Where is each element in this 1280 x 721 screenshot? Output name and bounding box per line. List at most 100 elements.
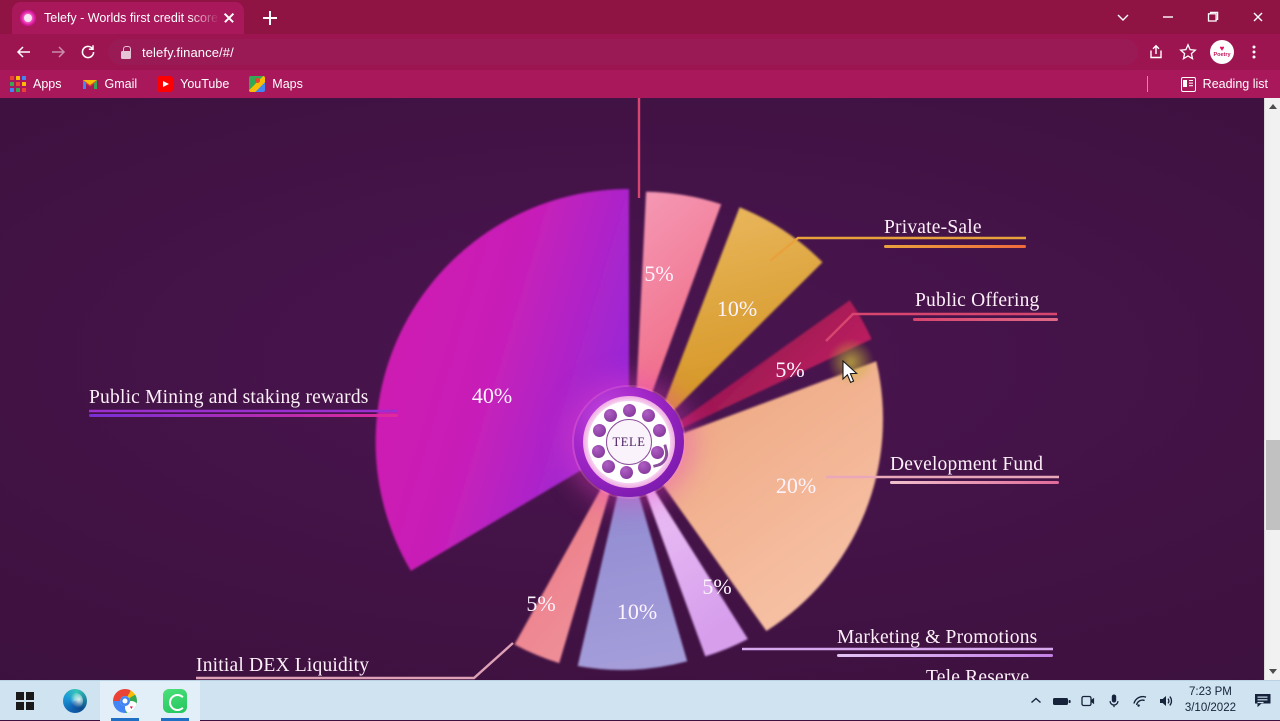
chrome-taskbar-icon[interactable]: ♥	[100, 681, 150, 721]
lock-icon	[120, 45, 132, 59]
slice-development-fund[interactable]	[638, 361, 884, 631]
youtube-icon	[157, 76, 174, 92]
slice-initial-dex-liquidity[interactable]	[514, 451, 623, 664]
slice-marketing-promotions[interactable]	[631, 453, 748, 657]
slice-private-sale[interactable]	[654, 207, 823, 430]
logo-center-disc: TELE	[606, 419, 652, 465]
underline-public-offering	[913, 318, 1058, 321]
scroll-up-arrow-icon[interactable]	[1265, 98, 1280, 115]
slice-value-development-fund: 20%	[776, 473, 816, 498]
taskbar-clock[interactable]: 7:23 PM 3/10/2022	[1179, 685, 1246, 716]
slice-public-mining[interactable]	[375, 188, 629, 571]
green-app-taskbar-icon[interactable]	[150, 681, 200, 721]
slice-value-public-offering: 5%	[775, 357, 804, 382]
new-tab-button[interactable]	[258, 6, 282, 30]
chevron-down-icon[interactable]	[1100, 0, 1145, 34]
callout-label-initial-dex: Initial DEX Liquidity	[196, 655, 370, 676]
bookmark-label: Maps	[272, 77, 303, 91]
browser-tab[interactable]: Telefy - Worlds first credit score c	[12, 2, 244, 34]
callout-leader-lines	[89, 98, 1059, 680]
logo-dial-face: TELE	[588, 401, 672, 483]
reading-list-button[interactable]: Reading list	[1180, 70, 1268, 98]
underline-marketing	[837, 654, 1053, 657]
back-button[interactable]	[10, 38, 38, 66]
bookmark-apps[interactable]: Apps	[0, 70, 72, 98]
wifi-icon[interactable]	[1127, 681, 1153, 721]
close-window-button[interactable]	[1235, 0, 1280, 34]
dial-hole	[593, 424, 606, 437]
slice-team-advisors[interactable]	[634, 191, 722, 442]
tab-title: Telefy - Worlds first credit score c	[44, 11, 220, 25]
browser-toolbar: telefy.finance/#/ ♥ Poetry	[0, 34, 1280, 70]
dial-hole	[652, 424, 666, 437]
dial-hole	[620, 466, 633, 479]
heart-icon: ♥	[1219, 44, 1225, 54]
page-scrollbar[interactable]	[1264, 98, 1280, 680]
green-app-icon	[163, 689, 187, 713]
windows-taskbar: ♥	[0, 680, 1280, 721]
clock-date: 3/10/2022	[1184, 702, 1236, 714]
bookmark-maps[interactable]: Maps	[239, 70, 313, 98]
reading-list-icon	[1180, 76, 1196, 92]
minimize-button[interactable]	[1145, 0, 1190, 34]
chrome-icon: ♥	[113, 689, 137, 713]
dial-hole	[638, 461, 651, 474]
pie-slices	[375, 188, 884, 670]
battery-icon[interactable]	[1049, 681, 1075, 721]
callout-label-development-fund: Development Fund	[890, 454, 1044, 475]
dial-hole	[651, 446, 664, 459]
slice-value-initial-dex: 5%	[526, 591, 555, 616]
profile-badge-icon: ♥	[125, 701, 137, 713]
start-button[interactable]	[0, 681, 50, 721]
underline-public-mining	[89, 414, 398, 417]
browser-menu-icon[interactable]	[1240, 38, 1268, 66]
underline-private-sale	[884, 245, 1026, 248]
avatar[interactable]: ♥ Poetry	[1210, 40, 1234, 64]
slice-value-public-mining: 40%	[472, 383, 512, 408]
mouse-cursor	[842, 359, 859, 385]
chevron-up-icon[interactable]	[1023, 681, 1049, 721]
edge-taskbar-icon[interactable]	[50, 681, 100, 721]
slice-public-offering[interactable]	[646, 300, 872, 445]
callout-label-tele-reserve: Tele Reserve	[926, 667, 1030, 680]
tokenomics-pie-chart: 40% 5% 10% 5% 20% 5% 10% 5%	[0, 98, 1280, 680]
leader-public-offering	[825, 312, 1057, 342]
dial-hole	[592, 445, 605, 458]
microphone-icon[interactable]	[1101, 681, 1127, 721]
logo-text: TELE	[612, 434, 646, 449]
avatar-label: Poetry	[1213, 52, 1231, 59]
telefy-dial-favicon	[20, 10, 36, 26]
gmail-icon	[82, 76, 98, 92]
maps-icon	[249, 76, 266, 92]
telefy-rotary-dial-logo: TELE	[574, 387, 684, 497]
reading-list-label: Reading list	[1202, 77, 1268, 91]
slice-value-team-advisors: 5%	[644, 261, 673, 286]
reload-button[interactable]	[74, 38, 102, 66]
callout-label-public-offering: Public Offering	[915, 290, 1040, 311]
url-text: telefy.finance/#/	[142, 44, 234, 60]
slice-value-tele-reserve: 10%	[617, 599, 657, 624]
share-icon[interactable]	[1142, 38, 1170, 66]
dial-hole	[642, 409, 655, 422]
bookmark-label: Apps	[33, 77, 62, 91]
camera-icon[interactable]	[1075, 681, 1101, 721]
forward-button[interactable]	[44, 38, 72, 66]
bookmark-star-icon[interactable]	[1174, 38, 1202, 66]
volume-icon[interactable]	[1153, 681, 1179, 721]
scroll-down-arrow-icon[interactable]	[1265, 663, 1280, 680]
address-bar[interactable]: telefy.finance/#/	[108, 39, 1138, 65]
dial-hole	[622, 404, 636, 417]
bookmark-gmail[interactable]: Gmail	[72, 70, 148, 98]
close-icon[interactable]	[220, 9, 238, 27]
scrollbar-thumb[interactable]	[1266, 440, 1280, 530]
apps-grid-icon	[10, 76, 26, 92]
bookmark-label: YouTube	[180, 77, 230, 91]
maximize-button[interactable]	[1190, 0, 1235, 34]
notifications-icon[interactable]	[1246, 681, 1280, 721]
leader-initial-dex	[196, 642, 514, 680]
tab-strip: Telefy - Worlds first credit score c	[0, 0, 1280, 34]
divider	[1147, 76, 1148, 92]
slice-value-marketing-promotions: 5%	[702, 574, 731, 599]
bookmark-youtube[interactable]: YouTube	[147, 70, 239, 98]
slice-tele-reserve[interactable]	[577, 454, 688, 670]
